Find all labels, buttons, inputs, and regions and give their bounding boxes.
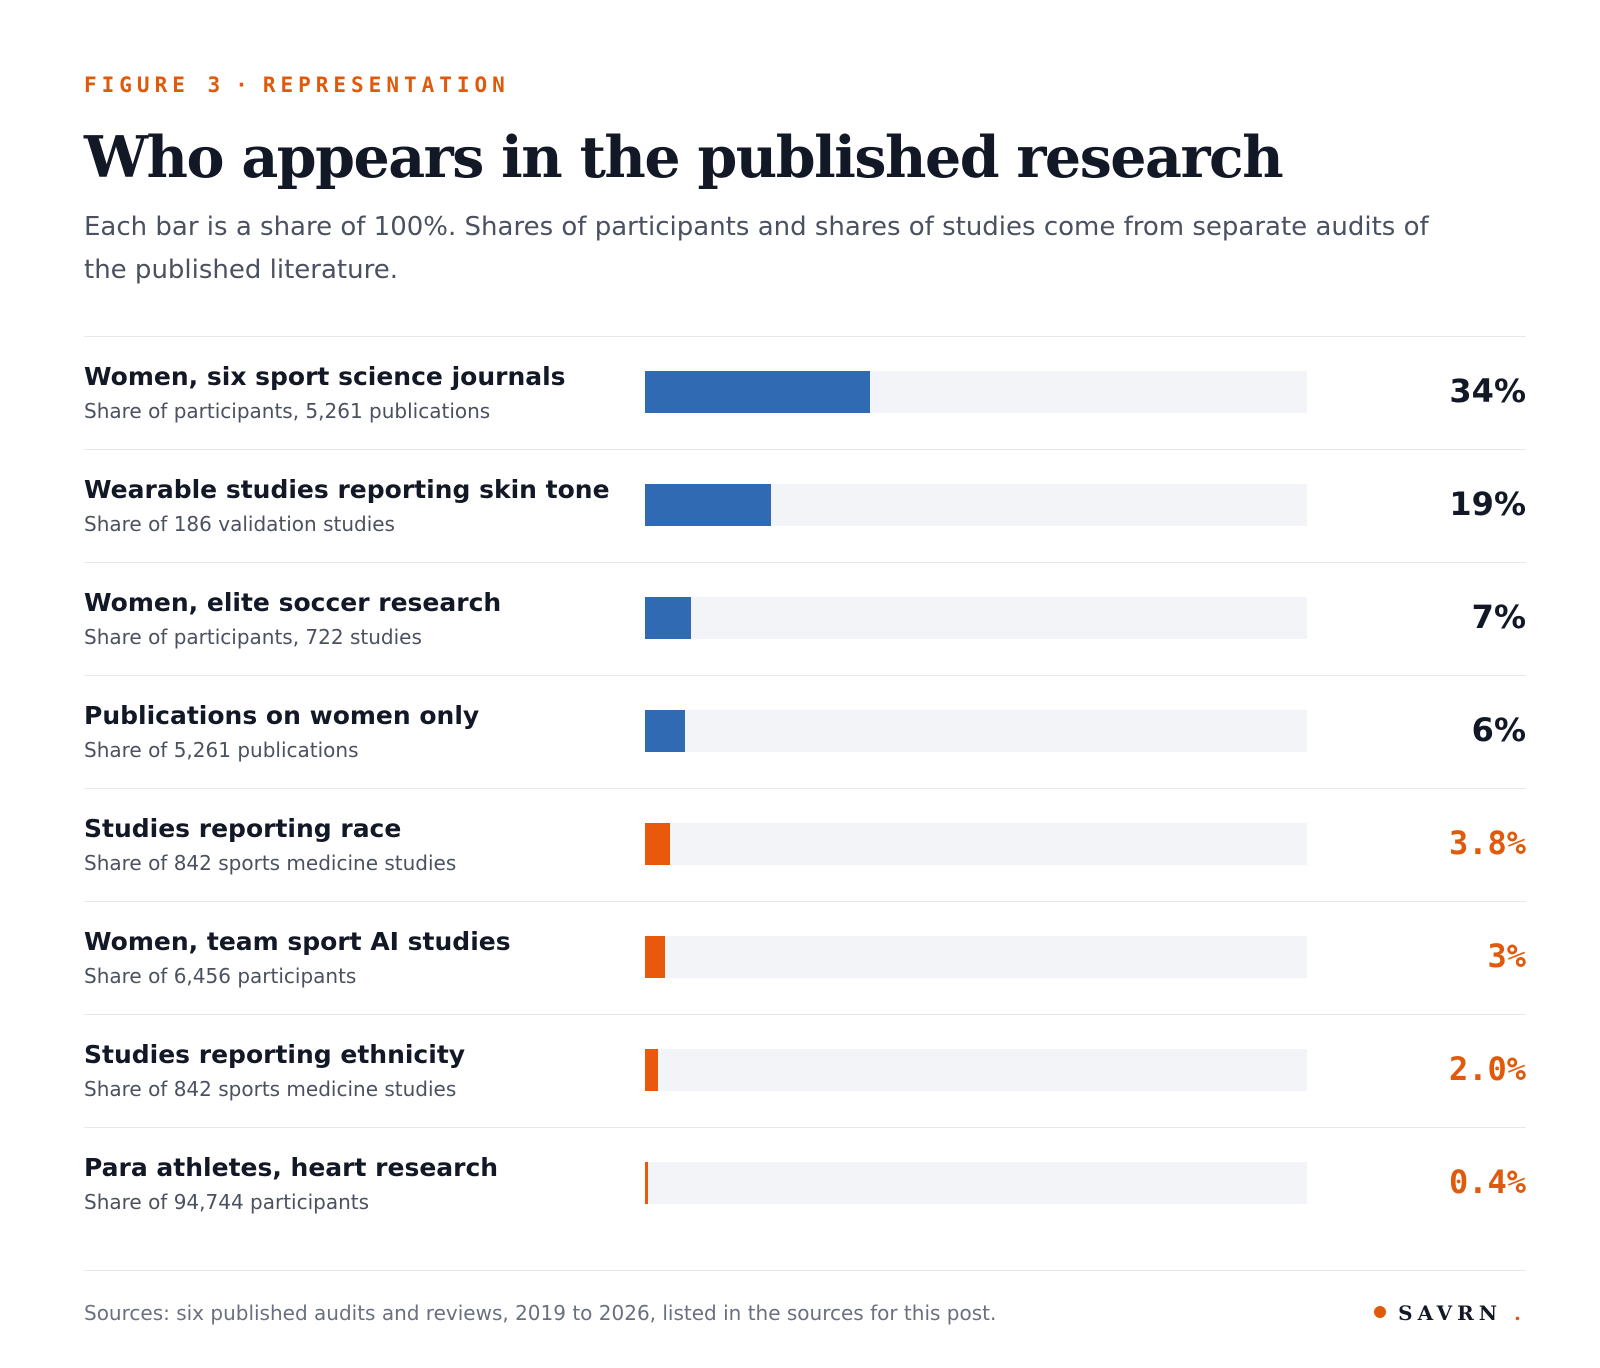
bar-sublabel: Share of participants, 5,261 publication… bbox=[84, 399, 491, 423]
bar-value-label: 2.0% bbox=[1448, 1050, 1526, 1088]
bar-sublabel: Share of 842 sports medicine studies bbox=[84, 1077, 457, 1101]
bar-value-label: 6% bbox=[1471, 711, 1526, 749]
bar bbox=[645, 371, 870, 413]
bar bbox=[645, 1162, 648, 1204]
bar-label: Studies reporting ethnicity bbox=[84, 1040, 466, 1069]
bar-sublabel: Share of 5,261 publications bbox=[84, 738, 359, 762]
bar-value-label: 7% bbox=[1471, 598, 1526, 636]
bar-row: Para athletes, heart research Share of 94… bbox=[84, 1128, 1526, 1240]
bar-label: Women, elite soccer research bbox=[84, 588, 502, 617]
bar bbox=[645, 597, 691, 639]
chart-title: Who appears in the published research bbox=[84, 124, 1284, 191]
bar-label: Para athletes, heart research bbox=[84, 1153, 499, 1182]
figure-topic: REPRESENTATION bbox=[262, 73, 510, 97]
bar-label: Publications on women only bbox=[84, 701, 480, 730]
bar-value-label: 34% bbox=[1449, 372, 1526, 410]
bar-row: Women, team sport AI studies Share of 6,4… bbox=[84, 902, 1526, 1015]
bar-row: Studies reporting race Share of 842 sport… bbox=[84, 789, 1526, 902]
eyebrow-separator: · bbox=[235, 73, 253, 97]
chart-subtitle: Each bar is a share of 100%. Shares of p… bbox=[84, 212, 1429, 285]
bar-rows: Women, six sport science journals Share o… bbox=[84, 336, 1526, 1240]
bar-label: Women, six sport science journals bbox=[84, 362, 566, 391]
bar-label: Women, team sport AI studies bbox=[84, 927, 511, 956]
bar-sublabel: Share of 186 validation studies bbox=[84, 512, 395, 536]
bar-row: Publications on women only Share of 5,261… bbox=[84, 676, 1526, 789]
bar-sublabel: Share of participants, 722 studies bbox=[84, 625, 422, 649]
bar bbox=[645, 936, 665, 978]
figure-eyebrow: FIGURE 3 · REPRESENTATION bbox=[84, 70, 1526, 100]
bar-track bbox=[645, 1162, 1307, 1204]
bar-track bbox=[645, 1049, 1307, 1091]
bar-row: Studies reporting ethnicity Share of 842 … bbox=[84, 1015, 1526, 1128]
bar-track bbox=[645, 597, 1307, 639]
figure-number: FIGURE 3 bbox=[84, 73, 226, 97]
bar bbox=[645, 1049, 658, 1091]
bar-sublabel: Share of 842 sports medicine studies bbox=[84, 851, 457, 875]
bar bbox=[645, 710, 685, 752]
bar-value-label: 0.4% bbox=[1448, 1163, 1526, 1201]
bar-sublabel: Share of 94,744 participants bbox=[84, 1190, 370, 1214]
brand-period: . bbox=[1514, 1301, 1526, 1325]
bar-value-label: 3% bbox=[1487, 937, 1526, 975]
bar-track bbox=[645, 371, 1307, 413]
sources-note: Sources: six published audits and review… bbox=[84, 1301, 997, 1325]
brand-logo: SAVRN . bbox=[1374, 1301, 1526, 1325]
bar-label: Studies reporting race bbox=[84, 814, 402, 843]
figure: FIGURE 3 · REPRESENTATION Who appears in t… bbox=[84, 70, 1526, 1240]
bar-label: Wearable studies reporting skin tone bbox=[84, 475, 610, 504]
brand-name: SAVRN bbox=[1398, 1301, 1503, 1325]
bar bbox=[645, 823, 670, 865]
brand-dot-icon bbox=[1374, 1306, 1387, 1318]
bar-sublabel: Share of 6,456 participants bbox=[84, 964, 357, 988]
bar-row: Women, elite soccer research Share of par… bbox=[84, 563, 1526, 676]
bar-track bbox=[645, 484, 1307, 526]
bar-track bbox=[645, 823, 1307, 865]
bar-row: Women, six sport science journals Share o… bbox=[84, 337, 1526, 450]
bar-value-label: 3.8% bbox=[1448, 824, 1526, 862]
footer: Sources: six published audits and review… bbox=[84, 1270, 1526, 1325]
bar-value-label: 19% bbox=[1449, 485, 1526, 523]
bar-track bbox=[645, 936, 1307, 978]
bar bbox=[645, 484, 771, 526]
bar-row: Wearable studies reporting skin tone Shar… bbox=[84, 450, 1526, 563]
bar-track bbox=[645, 710, 1307, 752]
